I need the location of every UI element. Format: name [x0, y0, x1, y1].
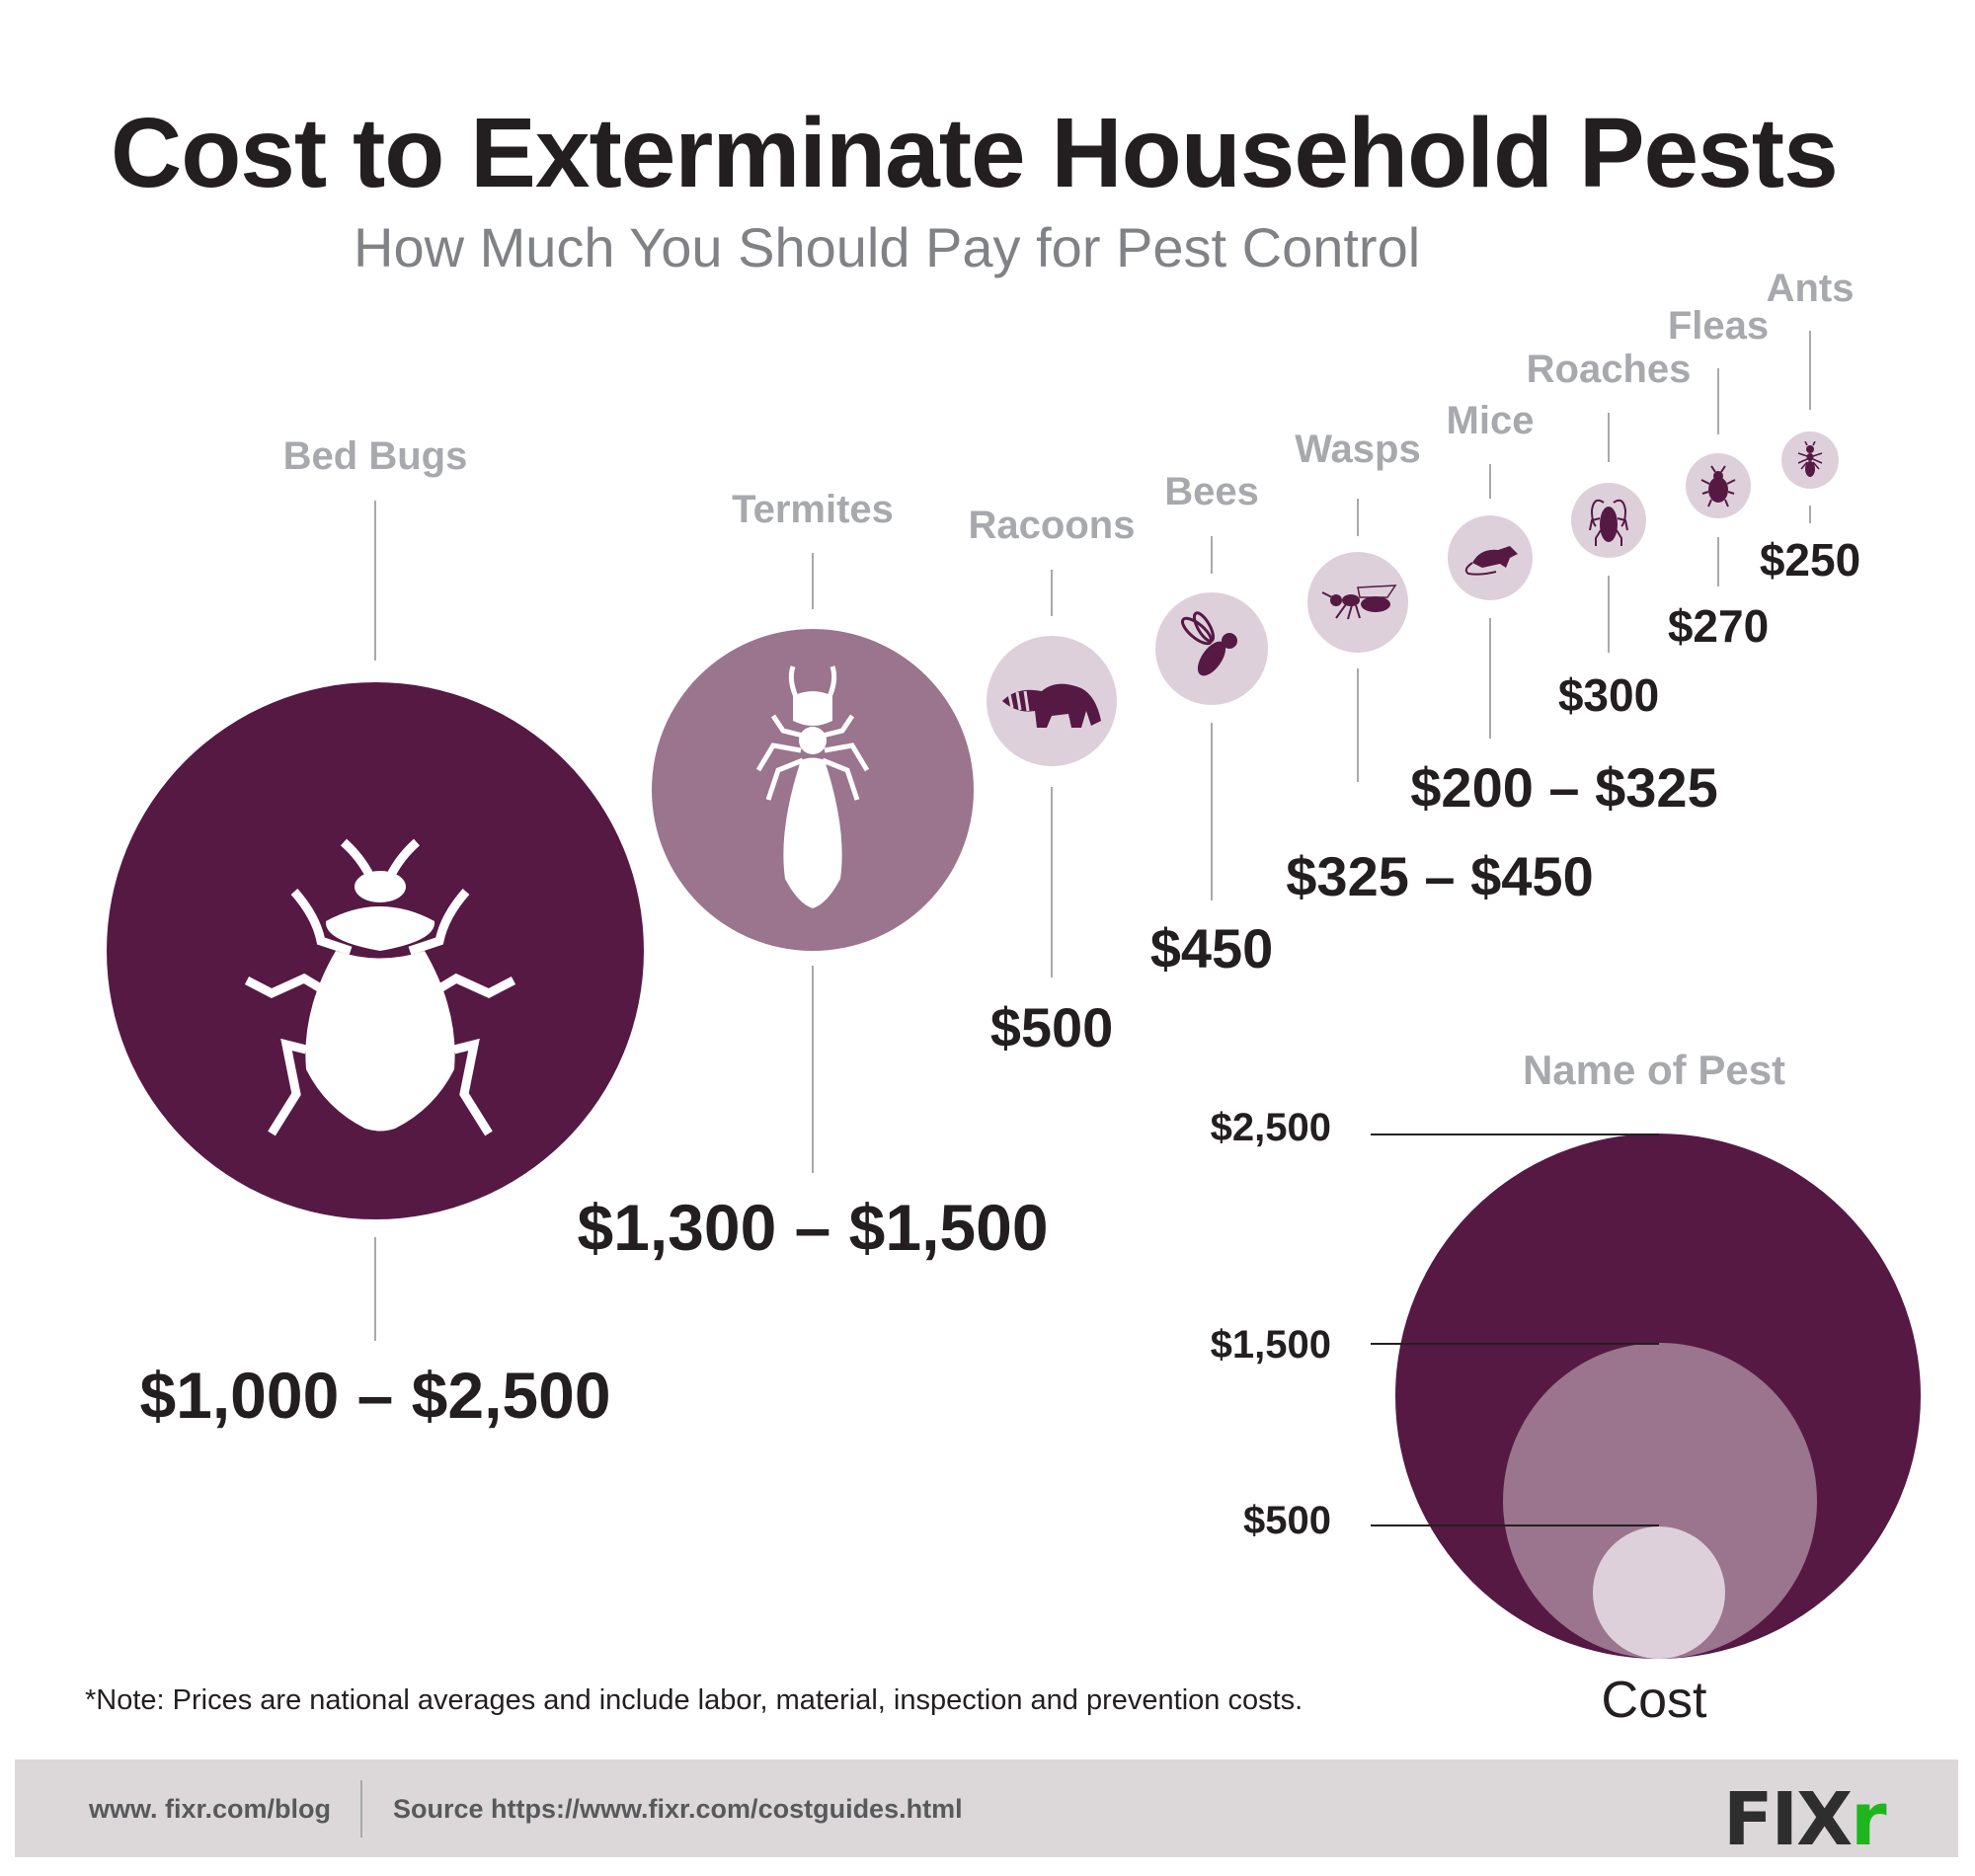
raccoon-icon	[1002, 683, 1101, 728]
connector-line	[812, 966, 814, 1173]
ant-icon	[1797, 441, 1823, 477]
ant-bubble	[1781, 431, 1839, 489]
legend-tick-2500: $2,500	[1210, 1106, 1331, 1149]
legend-tick-line	[1371, 1524, 1659, 1526]
pest-name-bees: Bees	[1164, 470, 1259, 513]
raccoon-bubble	[987, 636, 1117, 766]
source-link[interactable]: Source https://www.fixr.com/costguides.h…	[393, 1794, 963, 1824]
pest-name-racoons: Racoons	[968, 504, 1136, 547]
page-subtitle: How Much You Should Pay for Pest Control	[354, 216, 1421, 278]
pest-price-termites: $1,300 – $1,500	[577, 1191, 1049, 1264]
page-title: Cost to Exterminate Household Pests	[111, 98, 1839, 208]
pest-price-mice: $200 – $325	[1410, 756, 1718, 819]
legend-name-label: Name of Pest	[1522, 1047, 1786, 1093]
cockroach-icon	[1589, 499, 1628, 546]
connector-line	[374, 501, 376, 661]
legend-tick-1500: $1,500	[1210, 1323, 1331, 1367]
cockroach-bubble	[1571, 483, 1646, 558]
connector-line	[1211, 536, 1213, 574]
termite-bubble	[652, 629, 974, 951]
connector-line	[1489, 464, 1491, 499]
wasp-icon	[1321, 585, 1397, 620]
flea-icon	[1700, 465, 1736, 508]
pest-name-mice: Mice	[1446, 399, 1535, 442]
connector-line	[374, 1237, 376, 1341]
pest-price-wasps: $325 – $450	[1286, 845, 1594, 907]
connector-line	[1051, 570, 1053, 616]
pest-name-ants: Ants	[1766, 267, 1855, 310]
pest-price-fleas: $270	[1667, 600, 1770, 652]
legend-tick-line	[1371, 1343, 1659, 1345]
legend-tick-line	[1371, 1133, 1659, 1135]
blog-link[interactable]: www. fixr.com/blog	[89, 1794, 332, 1824]
legend-circle-small	[1593, 1526, 1725, 1659]
connector-line	[812, 553, 814, 609]
pest-name-fleas: Fleas	[1667, 304, 1770, 348]
pest-name-bed-bugs: Bed Bugs	[282, 434, 468, 478]
pest-name-termites: Termites	[732, 488, 894, 531]
pest-price-racoons: $500	[989, 996, 1114, 1058]
pest-price-bed-bugs: $1,000 – $2,500	[139, 1359, 611, 1432]
connector-line	[1608, 413, 1610, 462]
pest-price-ants: $250	[1759, 534, 1861, 586]
footer-divider	[360, 1780, 362, 1837]
bee-icon	[1180, 611, 1237, 676]
pest-name-roaches: Roaches	[1526, 348, 1692, 391]
pest-price-bees: $450	[1149, 917, 1274, 979]
fixr-logo: FIXr	[1723, 1777, 1887, 1862]
connector-line	[1809, 506, 1811, 523]
wasp-bubble	[1307, 552, 1408, 653]
bee-bubble	[1155, 592, 1268, 705]
connector-line	[1357, 668, 1359, 782]
bed-bug-icon	[244, 838, 516, 1136]
connector-line	[1489, 618, 1491, 739]
connector-line	[1608, 576, 1610, 653]
connector-line	[1051, 787, 1053, 977]
termite-icon	[755, 665, 870, 908]
mouse-bubble	[1448, 515, 1533, 600]
footer-bar	[15, 1759, 1958, 1857]
flea-bubble	[1686, 453, 1751, 518]
bed-bug-bubble	[107, 682, 644, 1219]
connector-line	[1357, 499, 1359, 536]
footnote: *Note: Prices are national averages and …	[85, 1684, 1304, 1716]
legend-cost-label: Cost	[1601, 1672, 1707, 1729]
connector-line	[1717, 368, 1719, 434]
connector-line	[1211, 723, 1213, 900]
pest-price-roaches: $300	[1557, 669, 1660, 721]
mouse-icon	[1464, 546, 1518, 576]
connector-line	[1717, 537, 1719, 586]
pest-name-wasps: Wasps	[1295, 428, 1421, 471]
legend-tick-500: $500	[1243, 1499, 1331, 1542]
connector-line	[1809, 331, 1811, 410]
